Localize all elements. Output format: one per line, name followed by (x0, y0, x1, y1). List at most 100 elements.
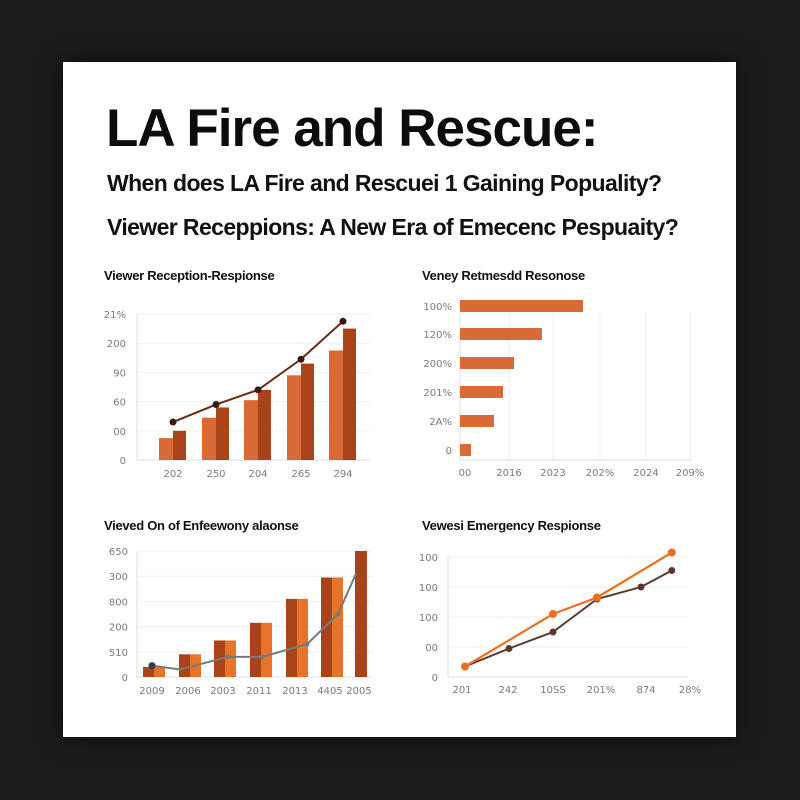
y-tick-label: 100 (419, 583, 438, 594)
x-tick-label: 2009 (139, 686, 164, 697)
y-tick-label: 650 (109, 547, 128, 558)
trend-point (254, 386, 262, 394)
bar-dark (343, 328, 356, 460)
x-tick-label: 294 (333, 469, 352, 480)
bar-dark (173, 430, 186, 460)
y-tick-label: 300 (109, 572, 128, 583)
bar-light (159, 438, 173, 460)
y-tick-label: 510 (109, 648, 128, 659)
brown-point (549, 628, 557, 636)
bar-right (225, 640, 236, 677)
x-tick-label: 2016 (496, 468, 521, 479)
x-tick-label: 2023 (540, 468, 565, 479)
bar-dark (301, 363, 314, 460)
x-tick-label: 204 (248, 469, 267, 480)
y-tick-label: 100% (423, 302, 452, 313)
bar (460, 328, 542, 340)
bar-light (202, 417, 216, 460)
x-tick-label: 201 (452, 685, 471, 696)
y-tick-label: 00 (425, 643, 438, 654)
y-tick-label: 201% (423, 388, 452, 399)
bar-left (143, 666, 154, 677)
bar-light (329, 350, 343, 460)
brown-line (464, 569, 673, 668)
x-tick-label: 2011 (246, 686, 271, 697)
x-tick-label: 209% (676, 468, 705, 479)
bar-left (179, 654, 190, 677)
orange-point (549, 610, 557, 618)
y-tick-label: 0 (122, 673, 128, 684)
infographic-card: LA Fire and Rescue: When does LA Fire an… (63, 62, 736, 737)
trend-point (259, 654, 265, 660)
trend-point (225, 654, 231, 660)
bar (460, 444, 471, 456)
x-tick-label: 2003 (210, 686, 235, 697)
y-tick-label: 0 (120, 456, 126, 467)
trend-point (335, 611, 341, 617)
bar (460, 300, 583, 312)
x-tick-label: 28% (679, 685, 701, 696)
page-title: LA Fire and Rescue: (106, 99, 598, 158)
x-tick-label: 4405 (317, 686, 342, 697)
trend-point (297, 355, 305, 363)
bar-light (287, 375, 301, 460)
x-tick-label: 201% (587, 685, 616, 696)
bar-left (321, 577, 332, 677)
bar (460, 415, 494, 427)
orange-line (464, 551, 673, 668)
page-subtitle-secondary: Viewer Receppions: A New Era of Emecenc … (107, 214, 679, 240)
y-tick-label: 200 (107, 339, 126, 350)
y-tick-label: 90 (113, 368, 126, 379)
trend-point (148, 662, 156, 670)
x-tick-label: 2005 (346, 686, 371, 697)
brown-point (637, 583, 645, 591)
y-tick-label: 0 (446, 446, 452, 457)
x-tick-label: 2013 (282, 686, 307, 697)
chart2-title: Veney Retmesdd Resonose (422, 268, 585, 283)
y-tick-label: 0 (432, 673, 438, 684)
trend-point (339, 317, 347, 325)
x-tick-label: 10SS (540, 685, 565, 696)
x-tick-label: 2006 (175, 686, 200, 697)
x-tick-label: 202 (163, 469, 182, 480)
x-tick-label: 242 (498, 685, 517, 696)
trend-point (304, 641, 310, 647)
y-tick-label: 60 (113, 398, 126, 409)
x-tick-label: 874 (636, 685, 655, 696)
x-tick-label: 00 (459, 468, 472, 479)
y-tick-label: 100 (419, 613, 438, 624)
y-tick-label: 800 (109, 597, 128, 608)
trend-point (169, 418, 177, 426)
bar-light (244, 400, 258, 460)
page-subtitle: When does LA Fire and Rescuei 1 Gaining … (107, 170, 662, 196)
trend-point (212, 401, 220, 409)
x-tick-label: 2024 (633, 468, 658, 479)
bar-right (297, 598, 308, 677)
x-tick-label: 202% (586, 468, 615, 479)
y-tick-label: 120% (423, 330, 452, 341)
brown-point (505, 645, 513, 652)
orange-point (667, 548, 676, 557)
bar-right (332, 577, 343, 677)
bar-right (154, 666, 165, 677)
bar-right (261, 622, 272, 677)
bar (355, 551, 367, 677)
chart1-title: Viewer Reception-Respionse (104, 268, 275, 283)
chart4-title: Vewesi Emergency Respionse (422, 518, 601, 533)
y-tick-label: 00 (113, 427, 126, 438)
bar-left (250, 622, 261, 677)
orange-point (461, 662, 469, 671)
y-tick-label: 100 (419, 553, 438, 564)
x-tick-label: 265 (291, 469, 310, 480)
bar-left (286, 598, 297, 677)
y-tick-label: 2A% (429, 417, 452, 428)
brown-point (668, 567, 676, 574)
y-tick-label: 21% (104, 310, 126, 321)
y-tick-label: 200 (109, 623, 128, 634)
bar (460, 357, 514, 369)
x-tick-label: 250 (206, 469, 225, 480)
orange-point (593, 593, 601, 602)
bar (460, 386, 503, 398)
bar-dark (216, 407, 229, 460)
